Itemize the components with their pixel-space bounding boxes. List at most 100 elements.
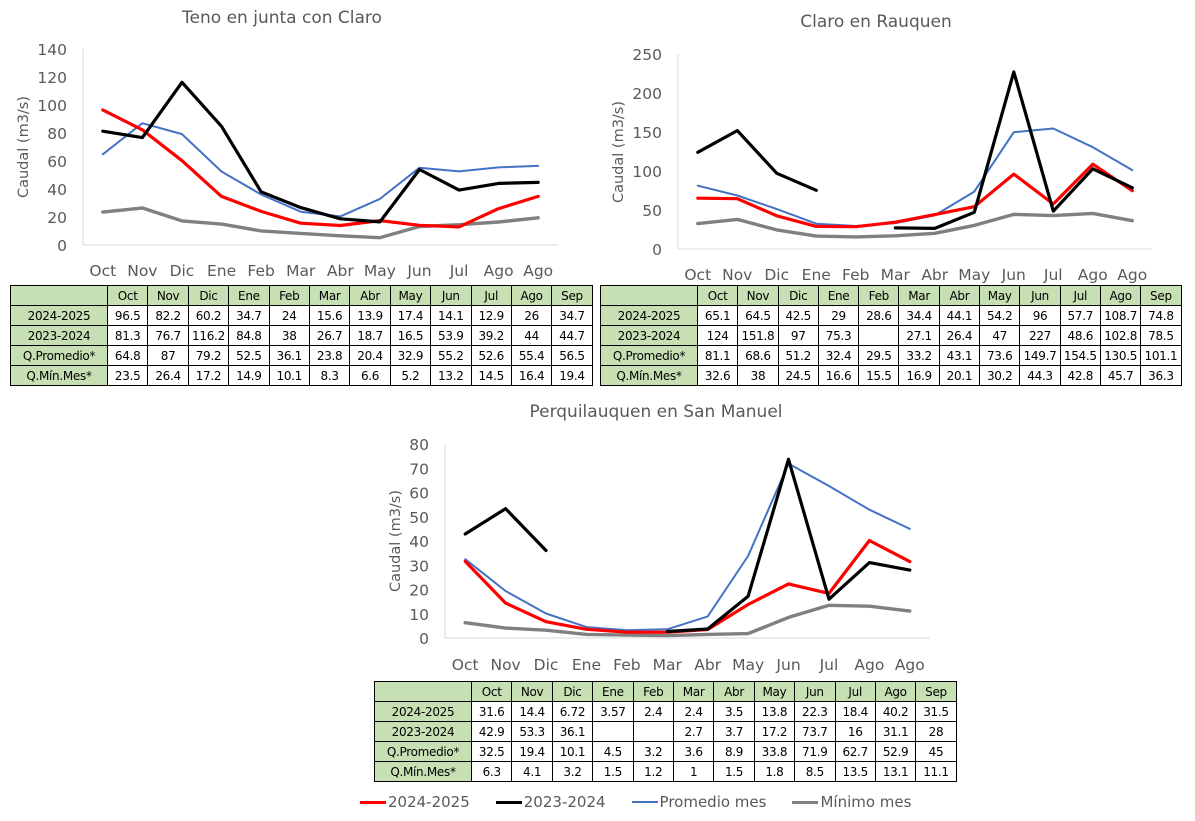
table-cell: 17.2 bbox=[753, 721, 796, 742]
legend-line-icon bbox=[631, 801, 658, 803]
table-cell: 52.5 bbox=[228, 345, 270, 366]
header-cell: Oct bbox=[470, 681, 513, 702]
table-cell: 19.4 bbox=[551, 365, 593, 386]
legend-line-icon bbox=[360, 800, 386, 804]
table-cell: 3.6 bbox=[672, 741, 715, 762]
table-row: Q.Promedio* 64.8 87 79.2 52.5 36.1 23.8 20.4 32.… bbox=[10, 345, 593, 366]
table-cell: 2.7 bbox=[672, 721, 715, 742]
x-tick-label: Jul bbox=[1043, 266, 1063, 284]
x-tick-label: Mar bbox=[881, 266, 911, 284]
y-tick-label: 10 bbox=[409, 606, 429, 624]
y-axis-title: Caudal (m3/s) bbox=[388, 490, 404, 592]
header-cell: Abr bbox=[349, 285, 391, 306]
series-line-m-nimo-mes bbox=[696, 211, 1135, 239]
header-cell bbox=[374, 681, 472, 702]
table-cell: 33.8 bbox=[753, 741, 796, 762]
table-cell: 16.5 bbox=[389, 325, 432, 346]
table-cell: 13.5 bbox=[834, 761, 876, 782]
y-tick-label: 0 bbox=[652, 241, 662, 259]
table-cell: 57.7 bbox=[1059, 305, 1101, 326]
table-cell: 14.5 bbox=[470, 365, 512, 386]
row-label: 2024-2025 bbox=[374, 701, 472, 722]
table-cell: 17.2 bbox=[187, 365, 230, 386]
y-tick-label: 250 bbox=[632, 46, 662, 64]
table-cell: 24 bbox=[268, 305, 310, 326]
x-tick-label: Abr bbox=[327, 262, 354, 280]
table-cell: 8.9 bbox=[713, 741, 755, 762]
table-cell: 154.5 bbox=[1059, 345, 1101, 366]
x-tick-label: Abr bbox=[921, 266, 948, 284]
header-cell: Ene bbox=[817, 285, 860, 306]
header-cell: May bbox=[753, 681, 796, 702]
x-tick-label: Abr bbox=[694, 656, 721, 674]
table-cell: 96.5 bbox=[106, 305, 149, 326]
header-cell: May bbox=[389, 285, 432, 306]
table-cell: 36.1 bbox=[268, 345, 310, 366]
table-cell: 10.1 bbox=[268, 365, 310, 386]
table-cell: 26.7 bbox=[308, 325, 351, 346]
series-line-promedio-mes bbox=[101, 122, 540, 218]
table-row: 2023-2024 42.9 53.3 36.1 2.7 3.7 17.2 73.7 16 31.… bbox=[374, 721, 957, 742]
y-tick-label: 40 bbox=[47, 181, 67, 199]
header-cell: Sep bbox=[551, 285, 593, 306]
table-cell: 52.9 bbox=[874, 741, 917, 762]
row-label: 2024-2025 bbox=[600, 305, 698, 326]
table-cell: 42.8 bbox=[1059, 365, 1101, 386]
y-tick-label: 50 bbox=[642, 202, 662, 220]
chart-title: Claro en Rauquen bbox=[800, 12, 952, 32]
row-label: 2023-2024 bbox=[10, 325, 108, 346]
y-tick-label: 100 bbox=[632, 163, 662, 181]
legend-item: Promedio mes bbox=[631, 793, 766, 811]
table-row: Q.Promedio* 81.1 68.6 51.2 32.4 29.5 33.2 43.1 7… bbox=[600, 345, 1182, 366]
table-cell: 65.1 bbox=[696, 305, 739, 326]
y-tick-label: 100 bbox=[37, 97, 67, 115]
table-cell: 44 bbox=[510, 325, 553, 346]
table-cell: 76.7 bbox=[147, 325, 189, 346]
x-tick-label: Feb bbox=[247, 262, 274, 280]
table-cell: 43.1 bbox=[938, 345, 981, 366]
row-label: Q.Mín.Mes* bbox=[10, 365, 108, 386]
table-cell: 2.4 bbox=[632, 701, 674, 722]
x-tick-label: Ago bbox=[1078, 266, 1108, 284]
table-cell: 32.9 bbox=[389, 345, 432, 366]
header-cell: Mar bbox=[308, 285, 351, 306]
table-cell: 45.7 bbox=[1099, 365, 1142, 386]
data-table-3: Oct Nov Dic Ene Feb Mar Abr May Jun Jul Ago Sep 2024… bbox=[374, 681, 957, 782]
header-cell: Mar bbox=[672, 681, 715, 702]
legend-item: 2023-2024 bbox=[495, 793, 606, 811]
table-cell: 30.2 bbox=[979, 365, 1021, 386]
chart-2: Claro en Rauquen 0 50 100 150 200 250 Oct Nov Dic… bbox=[611, 12, 1152, 284]
table-cell: 84.8 bbox=[228, 325, 270, 346]
header-cell: Abr bbox=[938, 285, 981, 306]
table-cell: 124 bbox=[696, 325, 739, 346]
table-cell: 4.5 bbox=[592, 741, 634, 762]
table-row: 2023-2024 124 151.8 97 75.3 27.1 26.4 47 227 48.6… bbox=[600, 325, 1182, 346]
table-cell: 29 bbox=[817, 305, 860, 326]
table-row: 2023-2024 81.3 76.7 116.2 84.8 38 26.7 18.7 16.5… bbox=[10, 325, 593, 346]
x-tick-label: Dic bbox=[170, 262, 195, 280]
table-cell: 28.6 bbox=[858, 305, 900, 326]
table-header-row: Oct Nov Dic Ene Feb Mar Abr May Jun Jul Ago Sep bbox=[374, 681, 957, 702]
table-header-row: Oct Nov Dic Ene Feb Mar Abr May Jun Jul Ago Sep bbox=[600, 285, 1182, 306]
table-cell: 1.2 bbox=[632, 761, 674, 782]
row-label: Q.Mín.Mes* bbox=[374, 761, 472, 782]
table-cell: 13.2 bbox=[430, 365, 472, 386]
header-cell: Jun bbox=[430, 285, 472, 306]
table-cell: 38 bbox=[737, 365, 779, 386]
data-table-2: Oct Nov Dic Ene Feb Mar Abr May Jun Jul Ago Sep 2024… bbox=[600, 285, 1182, 386]
table-cell: 1.8 bbox=[753, 761, 796, 782]
x-tick-label: Ago bbox=[895, 656, 925, 674]
table-cell bbox=[592, 721, 634, 742]
header-cell: Ago bbox=[874, 681, 917, 702]
series-line-promedio-mes bbox=[464, 462, 911, 632]
y-tick-label: 50 bbox=[409, 509, 429, 527]
x-tick-label: Jul bbox=[819, 656, 839, 674]
y-tick-label: 80 bbox=[47, 125, 67, 143]
table-cell: 10.1 bbox=[551, 741, 594, 762]
legend: 2024-2025 2023-2024 Promedio mes Mínimo mes bbox=[360, 793, 937, 811]
table-cell: 36.3 bbox=[1140, 365, 1182, 386]
table-cell: 52.6 bbox=[470, 345, 512, 366]
x-tick-label: Dic bbox=[534, 656, 559, 674]
table-cell: 227 bbox=[1019, 325, 1061, 346]
